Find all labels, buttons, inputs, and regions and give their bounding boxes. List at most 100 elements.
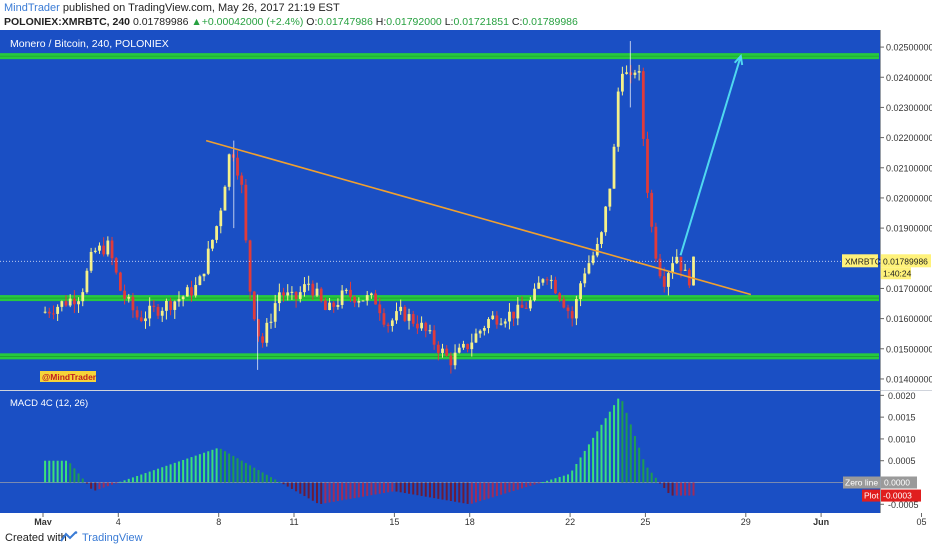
macd-bar xyxy=(378,482,381,494)
time-tick-label: 8 xyxy=(216,517,221,525)
macd-bar xyxy=(186,458,189,483)
macd-title: MACD 4C (12, 26) xyxy=(10,398,88,409)
candle-body xyxy=(198,276,202,286)
symbol-label: POLONIEX:XMRBTC, 240 xyxy=(4,16,131,28)
macd-bar xyxy=(52,460,55,483)
candle-body xyxy=(495,315,499,325)
candle-body xyxy=(52,313,55,315)
macd-bar xyxy=(462,482,465,504)
macd-bar xyxy=(295,482,298,492)
chart-header: MindTrader published on TradingView.com,… xyxy=(0,0,932,30)
macd-bar xyxy=(508,482,511,493)
candle-body xyxy=(524,307,528,309)
macd-tick-label: 0.0010 xyxy=(888,434,916,444)
candle-body xyxy=(328,302,331,311)
candle-body xyxy=(303,284,306,293)
candle-body xyxy=(395,311,398,321)
candle-body xyxy=(516,304,520,319)
zero-line-value-box xyxy=(881,476,917,489)
time-tick-label: 11 xyxy=(289,517,298,525)
macd-bar xyxy=(424,482,427,497)
macd-bar xyxy=(466,482,469,504)
macd-bar xyxy=(604,418,607,483)
chart-canvas[interactable]: 0.02500000 0.02400000 0.02300000 0.02200000… xyxy=(0,30,932,525)
candle-body xyxy=(474,333,478,343)
candle-body xyxy=(68,298,72,306)
high-value: 0.01792000 xyxy=(386,16,442,28)
macd-bar xyxy=(382,482,385,494)
candle-body xyxy=(692,256,695,286)
candle-body xyxy=(248,240,252,292)
candle-body xyxy=(127,296,131,299)
macd-bar xyxy=(613,405,616,483)
macd-bar xyxy=(479,482,482,502)
macd-bar xyxy=(144,473,147,483)
candle-body xyxy=(604,206,608,233)
candle-body xyxy=(81,292,85,302)
change-value: +0.00042000 (+2.4%) xyxy=(201,16,304,28)
candle-body xyxy=(169,300,172,310)
time-tick-label: 22 xyxy=(565,517,575,525)
candles-group xyxy=(43,64,695,374)
macd-bar xyxy=(303,482,306,497)
candle-body xyxy=(679,256,683,271)
macd-bar xyxy=(458,482,461,503)
candle-body xyxy=(566,307,570,312)
macd-bar xyxy=(249,465,252,483)
macd-bar xyxy=(194,455,197,483)
macd-bar xyxy=(48,460,51,483)
macd-bar xyxy=(207,451,210,483)
publish-line: MindTrader published on TradingView.com,… xyxy=(4,2,340,14)
macd-bar xyxy=(541,482,544,484)
candle-body xyxy=(244,184,248,241)
macd-bar xyxy=(537,482,540,484)
macd-bar xyxy=(408,482,411,494)
macd-bar xyxy=(638,447,641,483)
candle-body xyxy=(453,352,457,366)
macd-bar xyxy=(600,424,603,483)
macd-bar xyxy=(69,463,72,483)
macd-bar xyxy=(412,482,415,495)
candle-body xyxy=(445,348,449,356)
time-tick-label: 05 xyxy=(916,517,926,525)
macd-bar xyxy=(667,482,670,494)
macd-bar xyxy=(562,475,565,483)
macd-bar xyxy=(244,462,247,483)
candle-body xyxy=(252,291,256,320)
macd-bar xyxy=(646,467,649,483)
high-label: H: xyxy=(375,16,387,28)
candle-body xyxy=(106,240,110,255)
ohlc-line: POLONIEX:XMRBTC, 240 0.01789986 ▲+0.0004… xyxy=(4,16,578,28)
candle-body xyxy=(574,299,578,319)
macd-bar xyxy=(387,482,390,493)
candle-body xyxy=(667,273,670,287)
time-tick-label: 15 xyxy=(389,517,399,525)
macd-bar xyxy=(152,470,155,483)
candle-body xyxy=(269,321,273,323)
candle-body xyxy=(374,293,377,305)
candle-body xyxy=(470,342,474,350)
candle-body xyxy=(646,138,649,193)
watermark-box xyxy=(40,371,96,382)
candle-body xyxy=(616,91,620,147)
macd-bar xyxy=(357,482,360,498)
macd-bar xyxy=(165,465,168,483)
candle-body xyxy=(365,295,369,301)
candle-body xyxy=(139,317,143,322)
macd-tick-label: 0.0015 xyxy=(888,413,916,423)
tradingview-brand[interactable]: TradingView xyxy=(82,532,143,544)
macd-bar xyxy=(240,460,243,483)
time-tick-label: 18 xyxy=(465,517,475,525)
candle-body xyxy=(441,348,444,353)
candle-body xyxy=(503,321,507,324)
candle-body xyxy=(332,302,336,307)
macd-bar xyxy=(416,482,419,496)
macd-bar xyxy=(232,455,235,483)
candle-body xyxy=(144,318,147,322)
macd-bar xyxy=(324,482,327,504)
candle-body xyxy=(315,288,319,296)
candle-body xyxy=(307,283,311,285)
time-axis-background xyxy=(0,513,880,525)
author-link[interactable]: MindTrader xyxy=(4,2,60,14)
macd-bar xyxy=(111,482,114,485)
